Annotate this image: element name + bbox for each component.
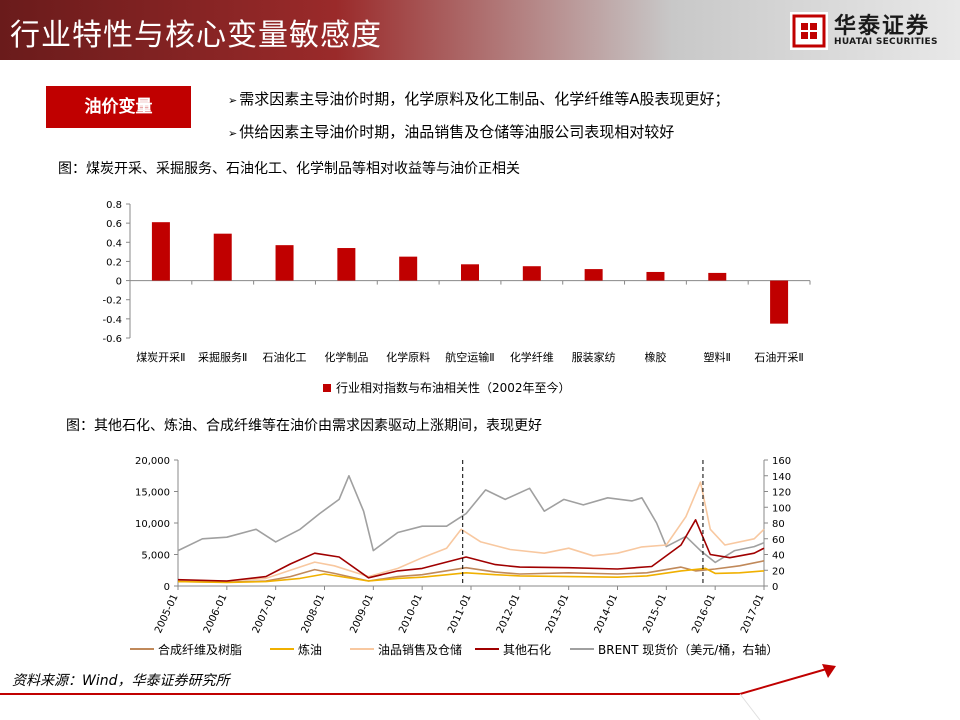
x-category-label: 石油化工 — [263, 350, 307, 364]
y-tick-label: 0.4 — [106, 238, 122, 249]
chart2-caption: 图：其他石化、炼油、合成纤维等在油价由需求因素驱动上涨期间，表现更好 — [66, 418, 542, 434]
right-y-tick-label: 20 — [772, 566, 785, 577]
x-tick-label: 2013-01 — [544, 593, 572, 636]
x-tick-label: 2012-01 — [495, 593, 523, 636]
x-tick-label: 2005-01 — [153, 593, 181, 636]
legend-label: 其他石化 — [503, 643, 551, 657]
bullet-demand: ➢ 需求因素主导油价时期，化学原料及化工制品、化学纤维等A股表现更好； — [228, 88, 729, 109]
y-tick-label: 0.6 — [106, 219, 122, 230]
series-line — [177, 481, 765, 582]
right-y-tick-label: 160 — [772, 456, 791, 467]
bullet-text: 需求因素主导油价时期，化学原料及化工制品、化学纤维等A股表现更好； — [239, 90, 730, 108]
right-y-tick-label: 100 — [772, 503, 791, 514]
right-y-tick-label: 140 — [772, 472, 791, 483]
legend-label: 炼油 — [298, 642, 322, 657]
y-tick-label: 0 — [116, 277, 122, 288]
series-line — [177, 475, 765, 564]
right-y-tick-label: 60 — [772, 535, 785, 546]
legend-swatch — [323, 384, 331, 392]
y-tick-label: 0.8 — [106, 200, 122, 211]
right-y-tick-label: 80 — [772, 519, 785, 530]
left-y-tick-label: 0 — [164, 582, 170, 593]
bar — [584, 269, 603, 281]
legend-label: 合成纤维及树脂 — [158, 642, 242, 657]
left-y-tick-label: 5,000 — [141, 551, 170, 562]
x-tick-label: 2006-01 — [202, 593, 230, 636]
correlation-bar-chart: -0.6 -0.4 -0.2 0 0.2 0.4 0.6 0.8 煤炭开采Ⅱ 采掘服务Ⅱ 石油化工 化… — [102, 200, 811, 395]
chart2-legend: 合成纤维及树脂 炼油 油品销售及仓储 其他石化 BRENT 现货价（美元/桶，右轴） — [130, 642, 778, 657]
x-category-label: 化学原料 — [386, 350, 430, 364]
source-note: 资料来源：Wind，华泰证券研究所 — [12, 673, 230, 689]
x-tick-label: 2016-01 — [690, 593, 718, 636]
y-tick-label: -0.4 — [102, 315, 122, 326]
bar — [646, 271, 665, 281]
x-tick-label: 2009-01 — [348, 593, 376, 636]
bullet-arrow-icon: ➢ — [228, 94, 238, 107]
logo-name-cn: 华泰证券 — [834, 14, 931, 39]
x-tick-label: 2017-01 — [739, 593, 767, 636]
x-category-label: 化学制品 — [324, 350, 368, 364]
x-category-label: 塑料Ⅱ — [704, 350, 731, 364]
legend-label: 油品销售及仓储 — [378, 642, 462, 657]
x-category-label: 航空运输Ⅱ — [445, 350, 494, 364]
chart1-legend: 行业相对指数与布油相关性（2002年至今） — [323, 380, 571, 395]
bullet-supply: ➢ 供给因素主导油价时期，油品销售及仓储等油服公司表现相对较好 — [228, 121, 674, 142]
header-bar: 行业特性与核心变量敏感度 华泰证券 HUATAI SECURITIES — [0, 0, 960, 60]
series-line — [177, 519, 765, 582]
y-tick-label: -0.6 — [102, 334, 122, 345]
bullet-text: 供给因素主导油价时期，油品销售及仓储等油服公司表现相对较好 — [239, 123, 675, 141]
bullet-arrow-icon: ➢ — [228, 127, 238, 140]
bar — [522, 266, 541, 281]
company-logo: 华泰证券 HUATAI SECURITIES — [790, 10, 950, 52]
y-tick-label: 0.2 — [106, 257, 122, 268]
section-tag: 油价变量 — [46, 86, 191, 128]
bar — [337, 248, 356, 281]
x-tick-label: 2014-01 — [593, 593, 621, 636]
legend-label: 行业相对指数与布油相关性（2002年至今） — [336, 380, 571, 395]
bar — [770, 280, 789, 324]
x-category-label: 服装家纺 — [572, 350, 616, 364]
bar — [275, 245, 294, 281]
x-category-label: 采掘服务Ⅱ — [198, 350, 247, 364]
x-tick-label: 2011-01 — [446, 593, 474, 636]
logo-name-en: HUATAI SECURITIES — [834, 37, 938, 47]
x-category-label: 煤炭开采Ⅱ — [136, 351, 185, 364]
x-tick-label: 2007-01 — [251, 593, 279, 636]
huatai-logo-icon — [790, 12, 828, 50]
legend-label: BRENT 现货价（美元/桶，右轴） — [598, 642, 778, 657]
x-tick-label: 2015-01 — [641, 593, 669, 636]
x-tick-label: 2010-01 — [397, 593, 425, 636]
right-y-tick-label: 0 — [772, 582, 778, 593]
bar — [461, 264, 479, 281]
bar — [399, 256, 418, 281]
footer-arrow-icon — [0, 664, 836, 720]
bar — [708, 272, 727, 281]
x-category-label: 化学纤维 — [510, 350, 554, 364]
page-title: 行业特性与核心变量敏感度 — [10, 18, 382, 53]
bar — [213, 233, 232, 281]
left-y-tick-label: 10,000 — [135, 519, 170, 530]
left-y-tick-label: 15,000 — [135, 488, 170, 499]
right-y-tick-label: 120 — [772, 488, 791, 499]
y-tick-label: -0.2 — [102, 296, 122, 307]
bar — [151, 222, 170, 281]
x-category-label: 橡胶 — [644, 350, 666, 364]
series-line — [177, 567, 765, 584]
industry-index-line-chart: 0 5,000 10,000 15,000 20,000 0 20 40 60 80 100 120 1… — [130, 456, 791, 657]
right-y-tick-label: 40 — [772, 551, 785, 562]
chart1-caption: 图：煤炭开采、采掘服务、石油化工、化学制品等相对收益等与油价正相关 — [58, 161, 520, 177]
x-tick-label: 2008-01 — [300, 593, 328, 636]
x-category-label: 石油开采Ⅱ — [754, 350, 803, 364]
left-y-tick-label: 20,000 — [135, 456, 170, 467]
